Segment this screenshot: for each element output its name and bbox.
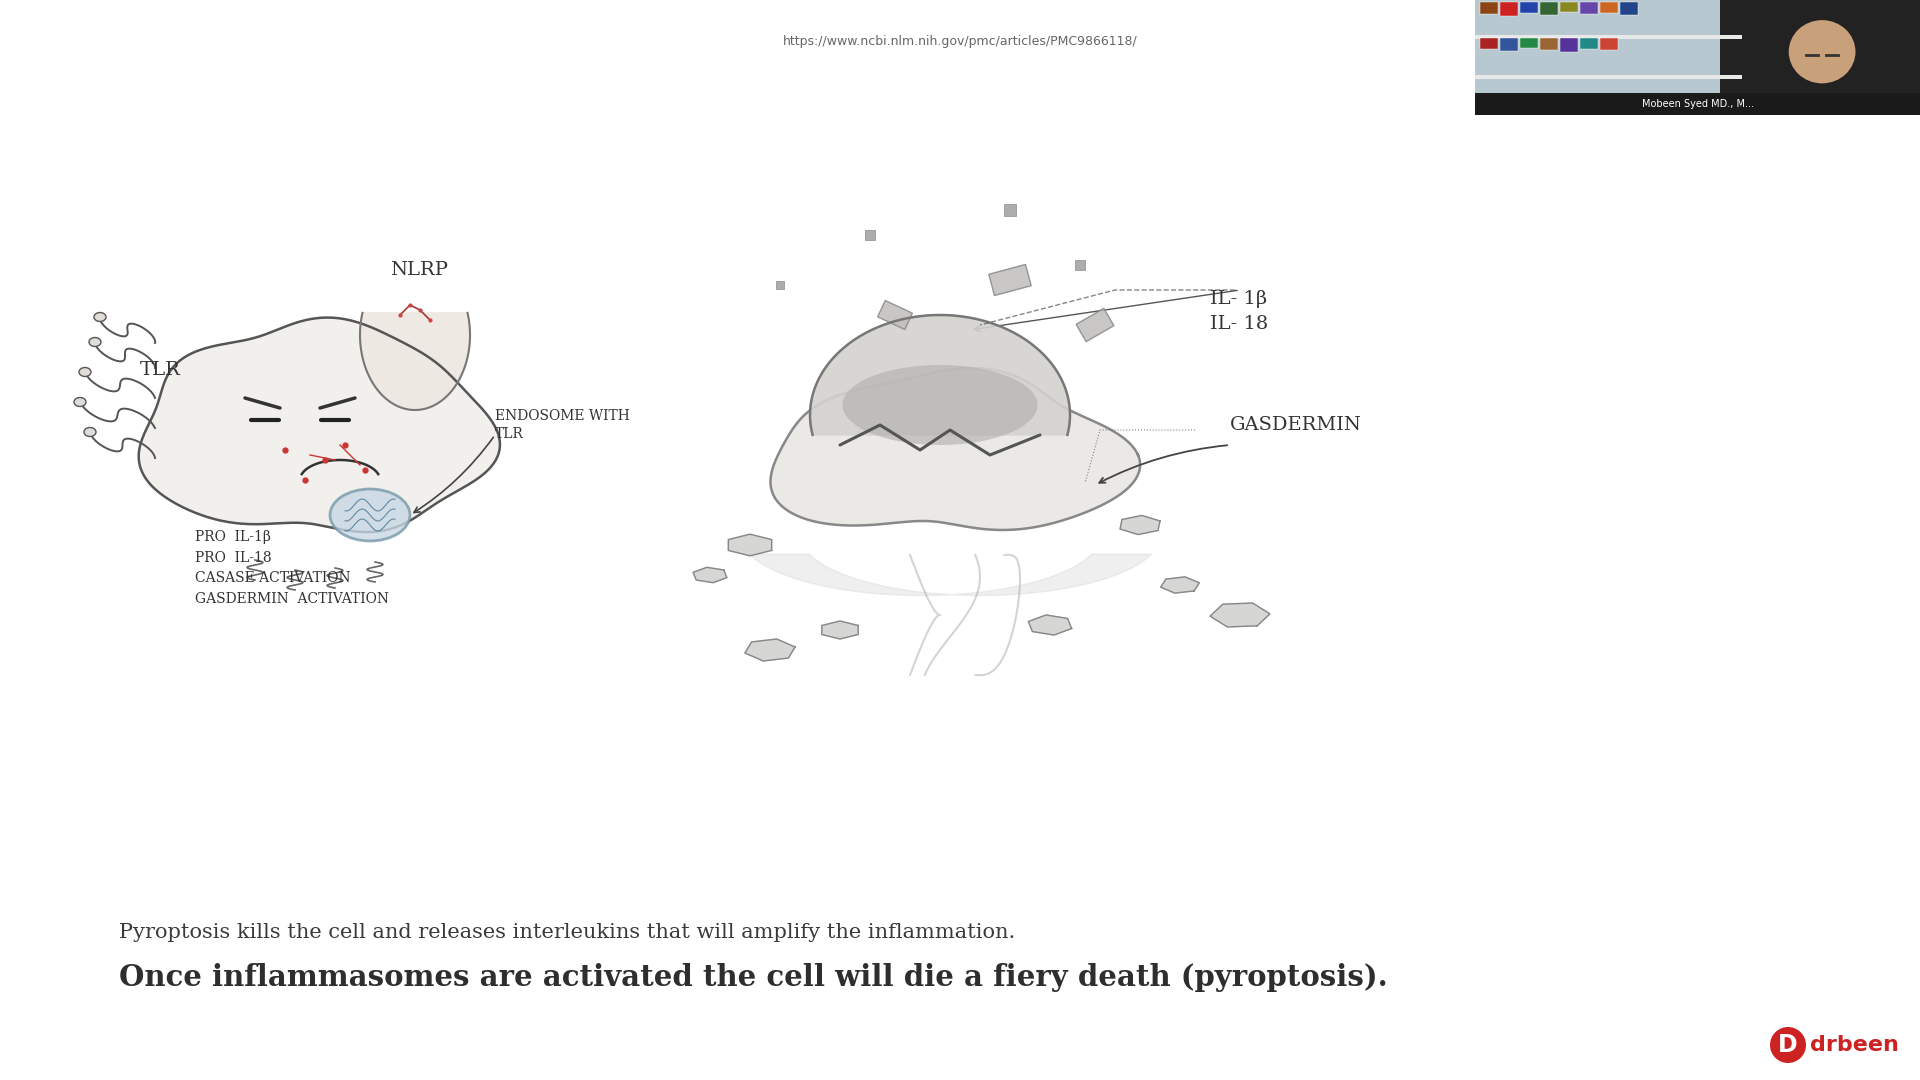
Ellipse shape bbox=[88, 337, 102, 347]
Bar bbox=[1075, 308, 1114, 341]
FancyBboxPatch shape bbox=[1475, 0, 1741, 114]
Polygon shape bbox=[728, 535, 772, 556]
Bar bbox=[989, 265, 1031, 296]
Ellipse shape bbox=[75, 397, 86, 406]
FancyBboxPatch shape bbox=[1475, 93, 1920, 114]
Bar bbox=[1599, 38, 1619, 50]
Bar bbox=[1521, 2, 1538, 13]
Polygon shape bbox=[138, 318, 499, 532]
Ellipse shape bbox=[79, 367, 90, 377]
FancyBboxPatch shape bbox=[1475, 75, 1741, 79]
Polygon shape bbox=[693, 567, 728, 583]
Bar bbox=[1480, 38, 1498, 49]
Bar bbox=[1521, 38, 1538, 48]
FancyBboxPatch shape bbox=[1720, 0, 1920, 114]
Polygon shape bbox=[822, 621, 858, 639]
Bar bbox=[1540, 2, 1557, 15]
Polygon shape bbox=[1029, 615, 1071, 635]
Text: NLRP: NLRP bbox=[390, 261, 447, 279]
Ellipse shape bbox=[843, 365, 1037, 445]
Text: IL- 1β
IL- 18: IL- 1β IL- 18 bbox=[1210, 291, 1269, 333]
Text: ENDOSOME WITH
TLR: ENDOSOME WITH TLR bbox=[495, 409, 630, 442]
Polygon shape bbox=[1210, 603, 1269, 627]
Bar bbox=[1580, 38, 1597, 49]
Bar bbox=[1540, 38, 1557, 50]
Bar bbox=[1620, 2, 1638, 15]
FancyBboxPatch shape bbox=[1475, 0, 1920, 114]
FancyBboxPatch shape bbox=[1475, 35, 1741, 39]
Bar bbox=[1500, 2, 1519, 16]
Ellipse shape bbox=[330, 489, 411, 541]
Bar bbox=[1580, 2, 1597, 14]
Text: Once inflammasomes are activated the cell will die a fiery death (pyroptosis).: Once inflammasomes are activated the cel… bbox=[119, 963, 1388, 993]
Text: GASDERMIN: GASDERMIN bbox=[1231, 416, 1361, 434]
Text: Mobeen Syed MD., M...: Mobeen Syed MD., M... bbox=[1642, 99, 1753, 109]
Polygon shape bbox=[810, 315, 1069, 435]
Bar bbox=[1559, 2, 1578, 12]
Text: https://www.ncbi.nlm.nih.gov/pmc/articles/PMC9866118/: https://www.ncbi.nlm.nih.gov/pmc/article… bbox=[783, 35, 1137, 48]
Text: D: D bbox=[1778, 1032, 1797, 1057]
Polygon shape bbox=[361, 313, 470, 410]
Text: TLR: TLR bbox=[140, 361, 180, 379]
Bar bbox=[1500, 38, 1519, 51]
Text: drbeen: drbeen bbox=[1811, 1035, 1899, 1055]
Bar bbox=[1480, 2, 1498, 14]
Ellipse shape bbox=[94, 312, 106, 322]
Ellipse shape bbox=[1789, 21, 1855, 83]
Text: Pyroptosis kills the cell and releases interleukins that will amplify the inflam: Pyroptosis kills the cell and releases i… bbox=[119, 923, 1016, 943]
Bar bbox=[1599, 2, 1619, 13]
Polygon shape bbox=[770, 368, 1140, 530]
Bar bbox=[1559, 38, 1578, 52]
Text: PRO  IL-1β
PRO  IL-18
CASASE ACTIVATION
GASDERMIN  ACTIVATION: PRO IL-1β PRO IL-18 CASASE ACTIVATION GA… bbox=[196, 530, 390, 606]
Polygon shape bbox=[1162, 577, 1200, 593]
Polygon shape bbox=[1119, 515, 1160, 535]
Ellipse shape bbox=[1770, 1027, 1807, 1063]
Bar bbox=[877, 300, 912, 329]
Polygon shape bbox=[745, 639, 795, 661]
Ellipse shape bbox=[84, 428, 96, 436]
